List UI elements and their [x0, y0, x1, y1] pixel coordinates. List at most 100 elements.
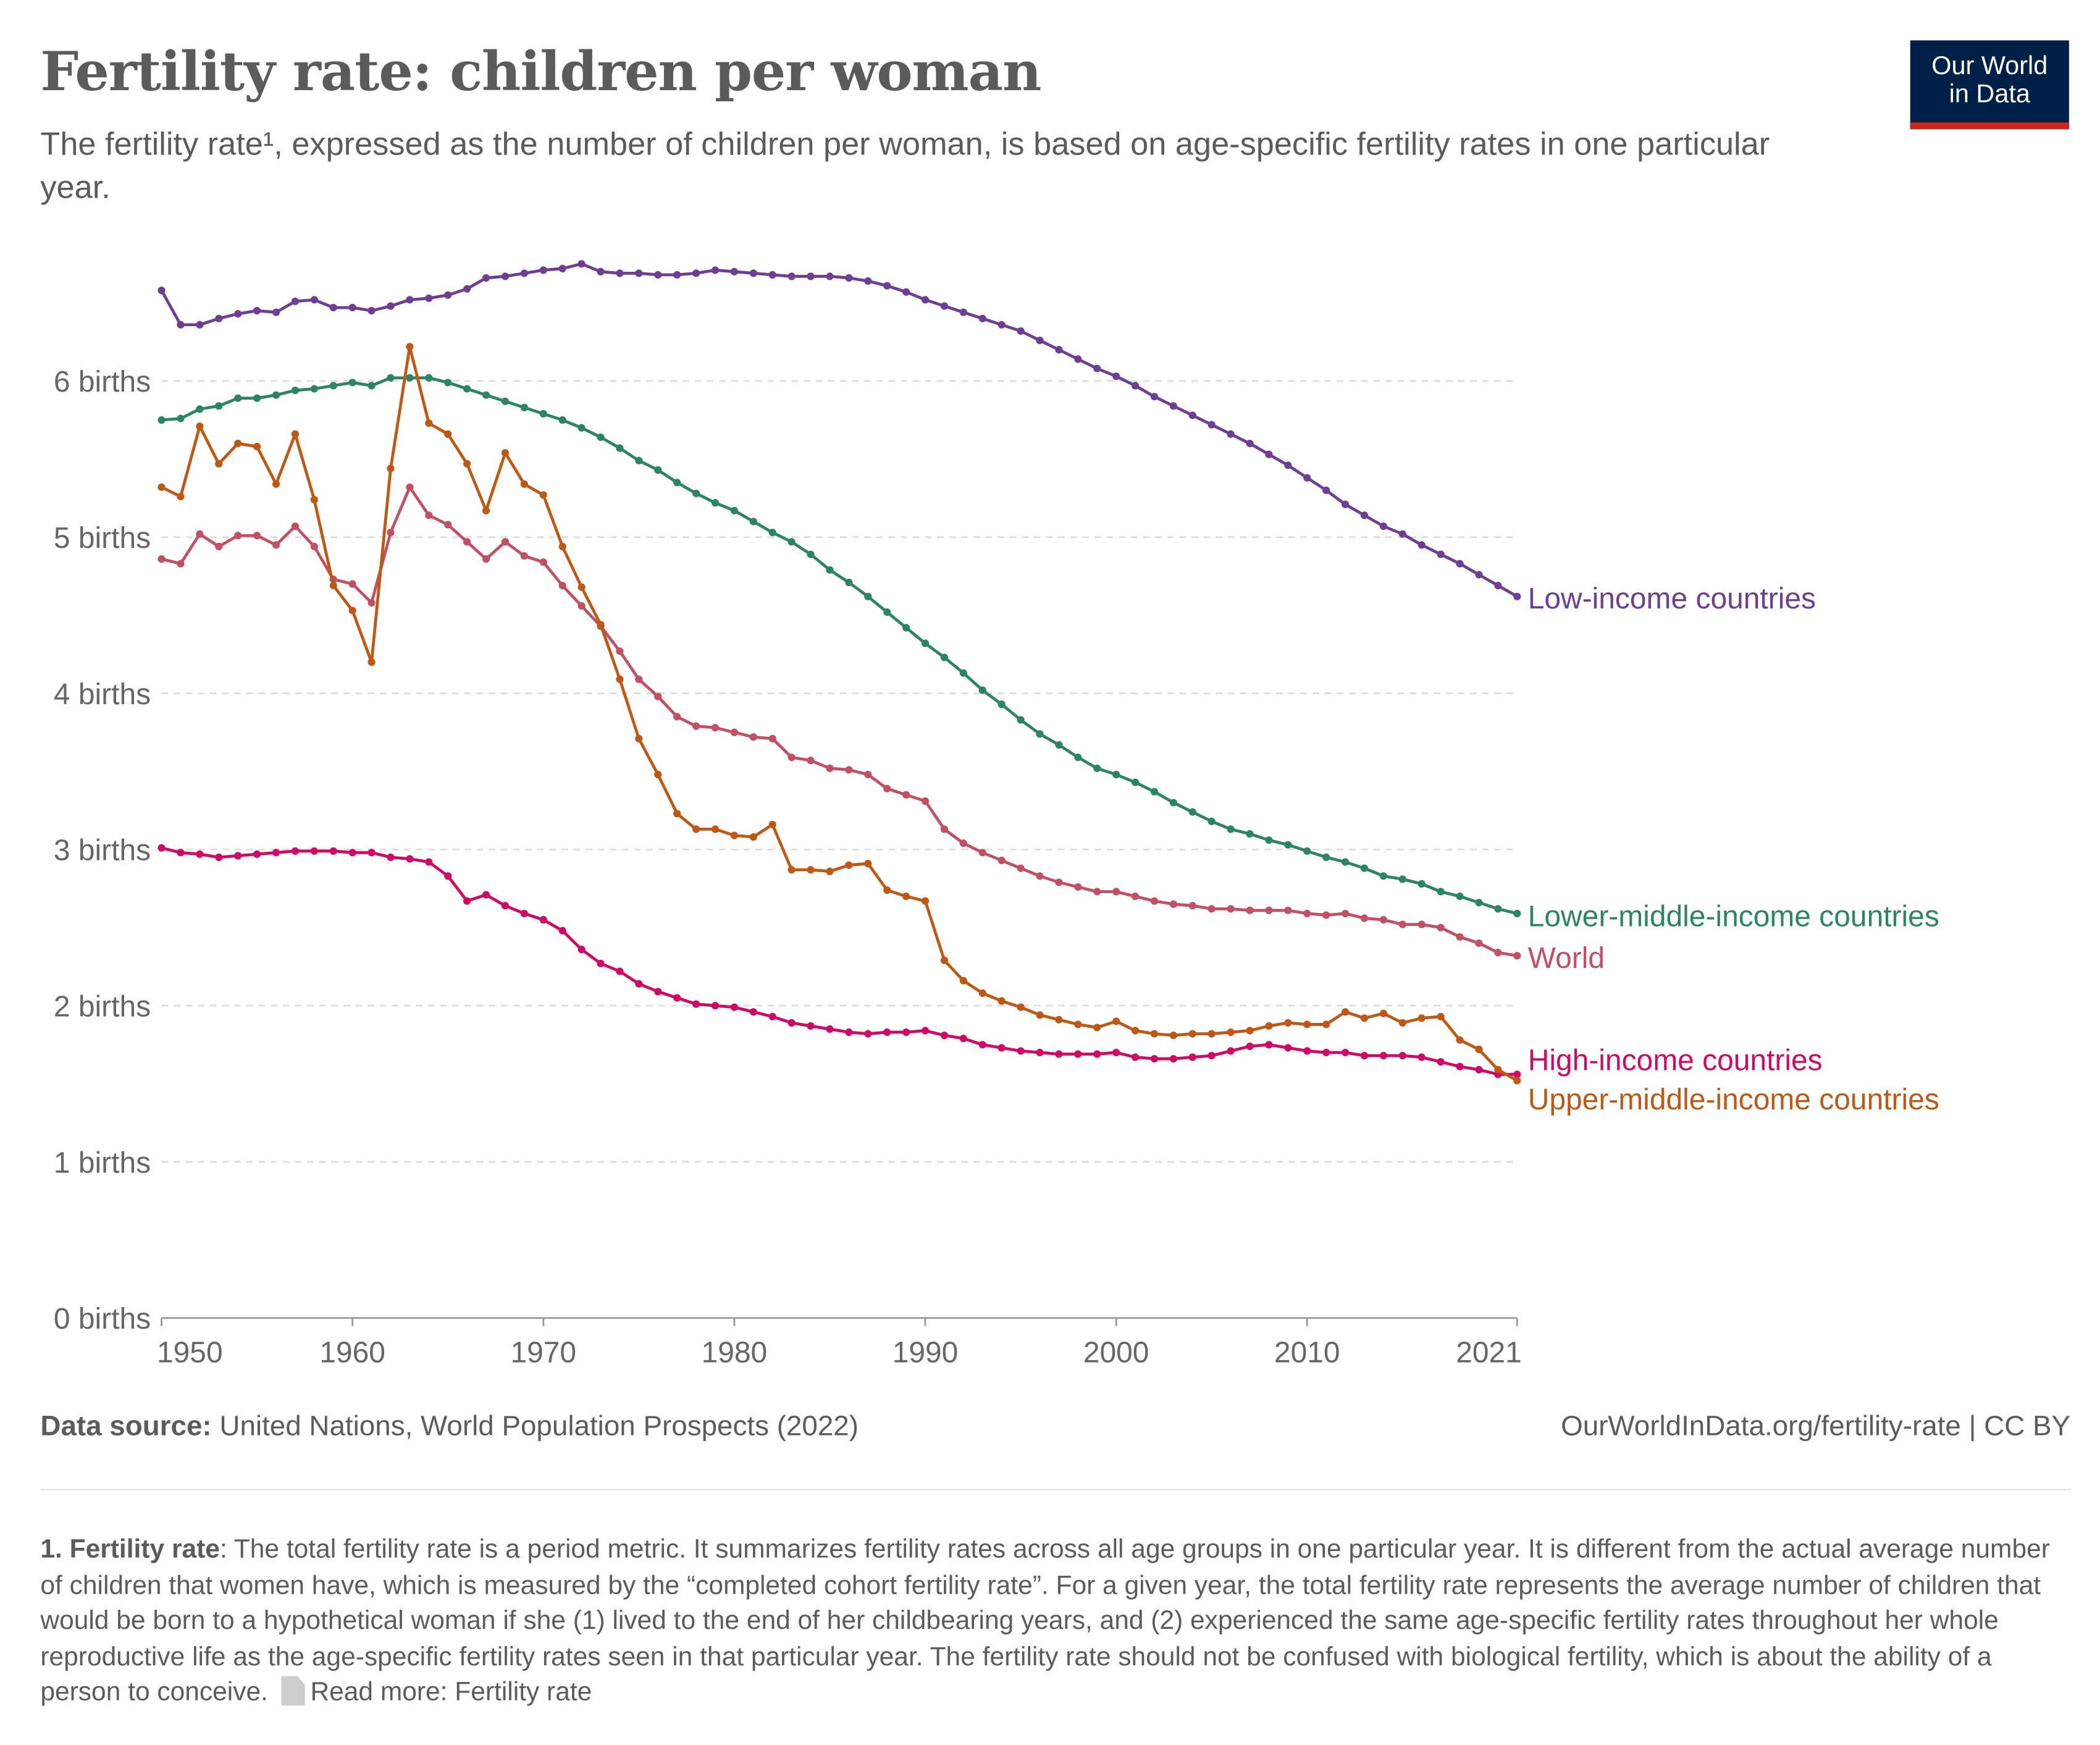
data-point: [1017, 864, 1025, 872]
y-tick-label: 2 births: [54, 991, 151, 1024]
data-point: [673, 713, 681, 721]
data-point: [578, 583, 586, 591]
data-point: [1036, 336, 1044, 345]
data-point: [1265, 906, 1273, 914]
data-point: [501, 538, 510, 546]
data-point: [578, 424, 586, 432]
data-point: [387, 853, 395, 862]
data-point: [1265, 1041, 1273, 1049]
y-tick-label: 0 births: [54, 1303, 151, 1335]
data-point: [463, 538, 471, 546]
data-point: [673, 810, 681, 818]
data-point: [635, 675, 643, 683]
data-point: [578, 945, 586, 954]
data-point: [520, 480, 528, 488]
data-point: [406, 855, 414, 863]
data-point: [845, 578, 853, 587]
data-point: [558, 264, 566, 272]
data-point: [539, 558, 547, 566]
data-point: [291, 847, 300, 855]
data-point: [730, 267, 739, 275]
data-point: [1284, 1019, 1292, 1027]
data-point: [1131, 1053, 1140, 1061]
data-point: [253, 306, 261, 315]
data-point: [730, 507, 739, 515]
data-point: [1379, 872, 1388, 880]
data-point: [1494, 1066, 1502, 1074]
source-text[interactable]: United Nations, World Population Prospec…: [219, 1411, 859, 1442]
data-point: [1131, 382, 1140, 390]
data-point: [864, 592, 872, 600]
data-point: [1456, 1036, 1464, 1044]
data-point: [749, 1008, 757, 1016]
data-point: [1188, 902, 1196, 910]
data-point: [1322, 486, 1330, 494]
data-point: [1169, 402, 1177, 410]
data-point: [635, 980, 643, 988]
y-tick-label: 6 births: [54, 366, 151, 398]
data-point: [788, 538, 796, 546]
data-point: [845, 274, 853, 282]
series-line: [160, 262, 1518, 598]
data-point: [788, 272, 796, 280]
data-point: [444, 430, 452, 438]
data-point: [1208, 1030, 1216, 1038]
data-point: [1246, 906, 1254, 914]
data-point: [635, 456, 643, 465]
series-line: [161, 345, 1518, 1082]
data-point: [807, 272, 815, 280]
data-point: [1150, 1030, 1159, 1038]
data-point: [520, 269, 528, 277]
data-point: [196, 423, 204, 431]
data-point: [1418, 880, 1426, 888]
data-point: [1513, 1077, 1521, 1085]
data-point: [902, 791, 910, 799]
data-point: [1379, 1051, 1388, 1060]
data-point: [501, 272, 510, 280]
data-point: [1322, 853, 1330, 862]
data-point: [1494, 581, 1502, 590]
data-point: [692, 1000, 700, 1008]
data-point: [1227, 430, 1235, 438]
data-point: [1398, 530, 1406, 538]
data-point: [940, 302, 949, 310]
data-point: [998, 997, 1006, 1005]
data-point: [978, 1041, 986, 1049]
data-point: [1169, 1054, 1177, 1063]
read-more-link[interactable]: Read more: Fertility rate: [310, 1677, 592, 1707]
data-point: [310, 385, 318, 393]
data-point: [1456, 933, 1464, 941]
data-point: [444, 872, 452, 880]
data-point: [272, 480, 280, 488]
data-point: [1418, 1014, 1426, 1022]
data-point: [253, 394, 261, 402]
data-point: [368, 306, 376, 315]
data-point: [1093, 888, 1101, 896]
data-point: [1398, 1019, 1406, 1027]
data-point: [348, 580, 356, 588]
data-point: [921, 797, 930, 805]
data-point: [425, 419, 433, 427]
data-point: [1360, 1051, 1369, 1060]
source-url[interactable]: OurWorldInData.org/fertility-rate | CC B…: [1561, 1411, 2071, 1442]
data-point: [1169, 799, 1177, 807]
data-point: [807, 550, 815, 558]
data-point: [1246, 1042, 1254, 1050]
data-point: [826, 1025, 834, 1033]
data-point: [348, 607, 356, 615]
data-point: [539, 410, 547, 418]
data-point: [1418, 1053, 1426, 1061]
data-point: [1379, 915, 1388, 924]
source-label: Data source:: [40, 1411, 212, 1442]
data-point: [406, 483, 414, 491]
owid-logo[interactable]: Our World in Data: [1910, 40, 2069, 130]
data-point: [1322, 1048, 1330, 1057]
data-point: [1036, 872, 1044, 880]
data-point: [1418, 541, 1426, 549]
data-point: [272, 308, 280, 316]
data-point: [520, 552, 528, 560]
data-point: [864, 859, 872, 868]
data-point: [1188, 1053, 1196, 1061]
data-point: [1303, 474, 1311, 482]
data-point: [158, 555, 166, 563]
